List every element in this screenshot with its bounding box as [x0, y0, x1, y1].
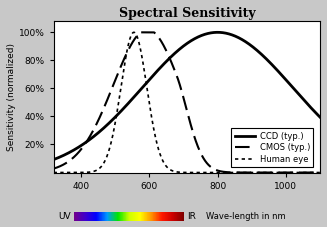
Legend: CCD (typ.), CMOS (typ.), Human eye: CCD (typ.), CMOS (typ.), Human eye: [231, 128, 313, 167]
Human eye: [311, 171, 315, 174]
CMOS (typ.): [139, 31, 143, 34]
CCD (typ.): [65, 152, 69, 155]
CMOS (typ.): [181, 96, 185, 99]
CMOS (typ.): [65, 161, 69, 164]
Human eye: [318, 171, 322, 174]
Human eye: [65, 171, 69, 174]
Human eye: [310, 171, 314, 174]
CMOS (typ.): [310, 171, 314, 174]
CCD (typ.): [310, 108, 314, 111]
CMOS (typ.): [174, 73, 178, 76]
CCD (typ.): [181, 45, 185, 48]
Line: CCD (typ.): CCD (typ.): [54, 32, 320, 160]
Title: Spectral Sensitivity: Spectral Sensitivity: [118, 7, 255, 20]
CCD (typ.): [318, 116, 322, 118]
Text: Wave-length in nm: Wave-length in nm: [206, 212, 286, 221]
Text: UV: UV: [58, 212, 71, 221]
Y-axis label: Sensitivity (normalized): Sensitivity (normalized): [7, 43, 16, 151]
CCD (typ.): [52, 158, 56, 161]
Text: IR: IR: [187, 212, 196, 221]
Human eye: [52, 171, 56, 174]
CMOS (typ.): [318, 171, 322, 174]
Human eye: [132, 31, 136, 34]
Human eye: [262, 171, 266, 174]
Line: Human eye: Human eye: [54, 32, 320, 173]
CCD (typ.): [311, 108, 315, 111]
CCD (typ.): [174, 51, 178, 54]
CMOS (typ.): [52, 167, 56, 170]
CMOS (typ.): [262, 171, 266, 174]
CCD (typ.): [215, 31, 219, 34]
CCD (typ.): [262, 55, 266, 58]
Human eye: [181, 171, 185, 174]
Human eye: [174, 170, 178, 173]
CMOS (typ.): [311, 171, 315, 174]
Line: CMOS (typ.): CMOS (typ.): [54, 32, 320, 173]
